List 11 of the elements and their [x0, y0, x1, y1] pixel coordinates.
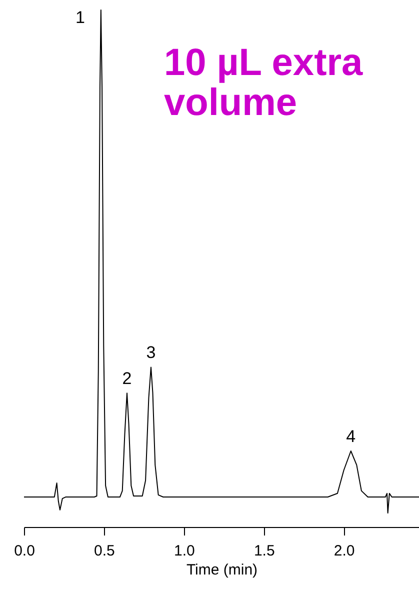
x-tick-label: 1.0	[174, 542, 195, 560]
x-axis-title: Time (min)	[186, 562, 258, 578]
annotation: 2	[122, 369, 132, 388]
x-tick-label: 2.0	[334, 542, 355, 560]
annotation: 3	[146, 343, 156, 362]
annotation: 10 µL extra volume	[164, 42, 364, 124]
x-tick-label: 0.5	[94, 542, 115, 560]
x-tick-label: 1.5	[254, 542, 275, 560]
annotation: 1	[75, 8, 85, 27]
annotation: 4	[346, 427, 356, 446]
x-tick-label: 0.0	[14, 542, 35, 560]
